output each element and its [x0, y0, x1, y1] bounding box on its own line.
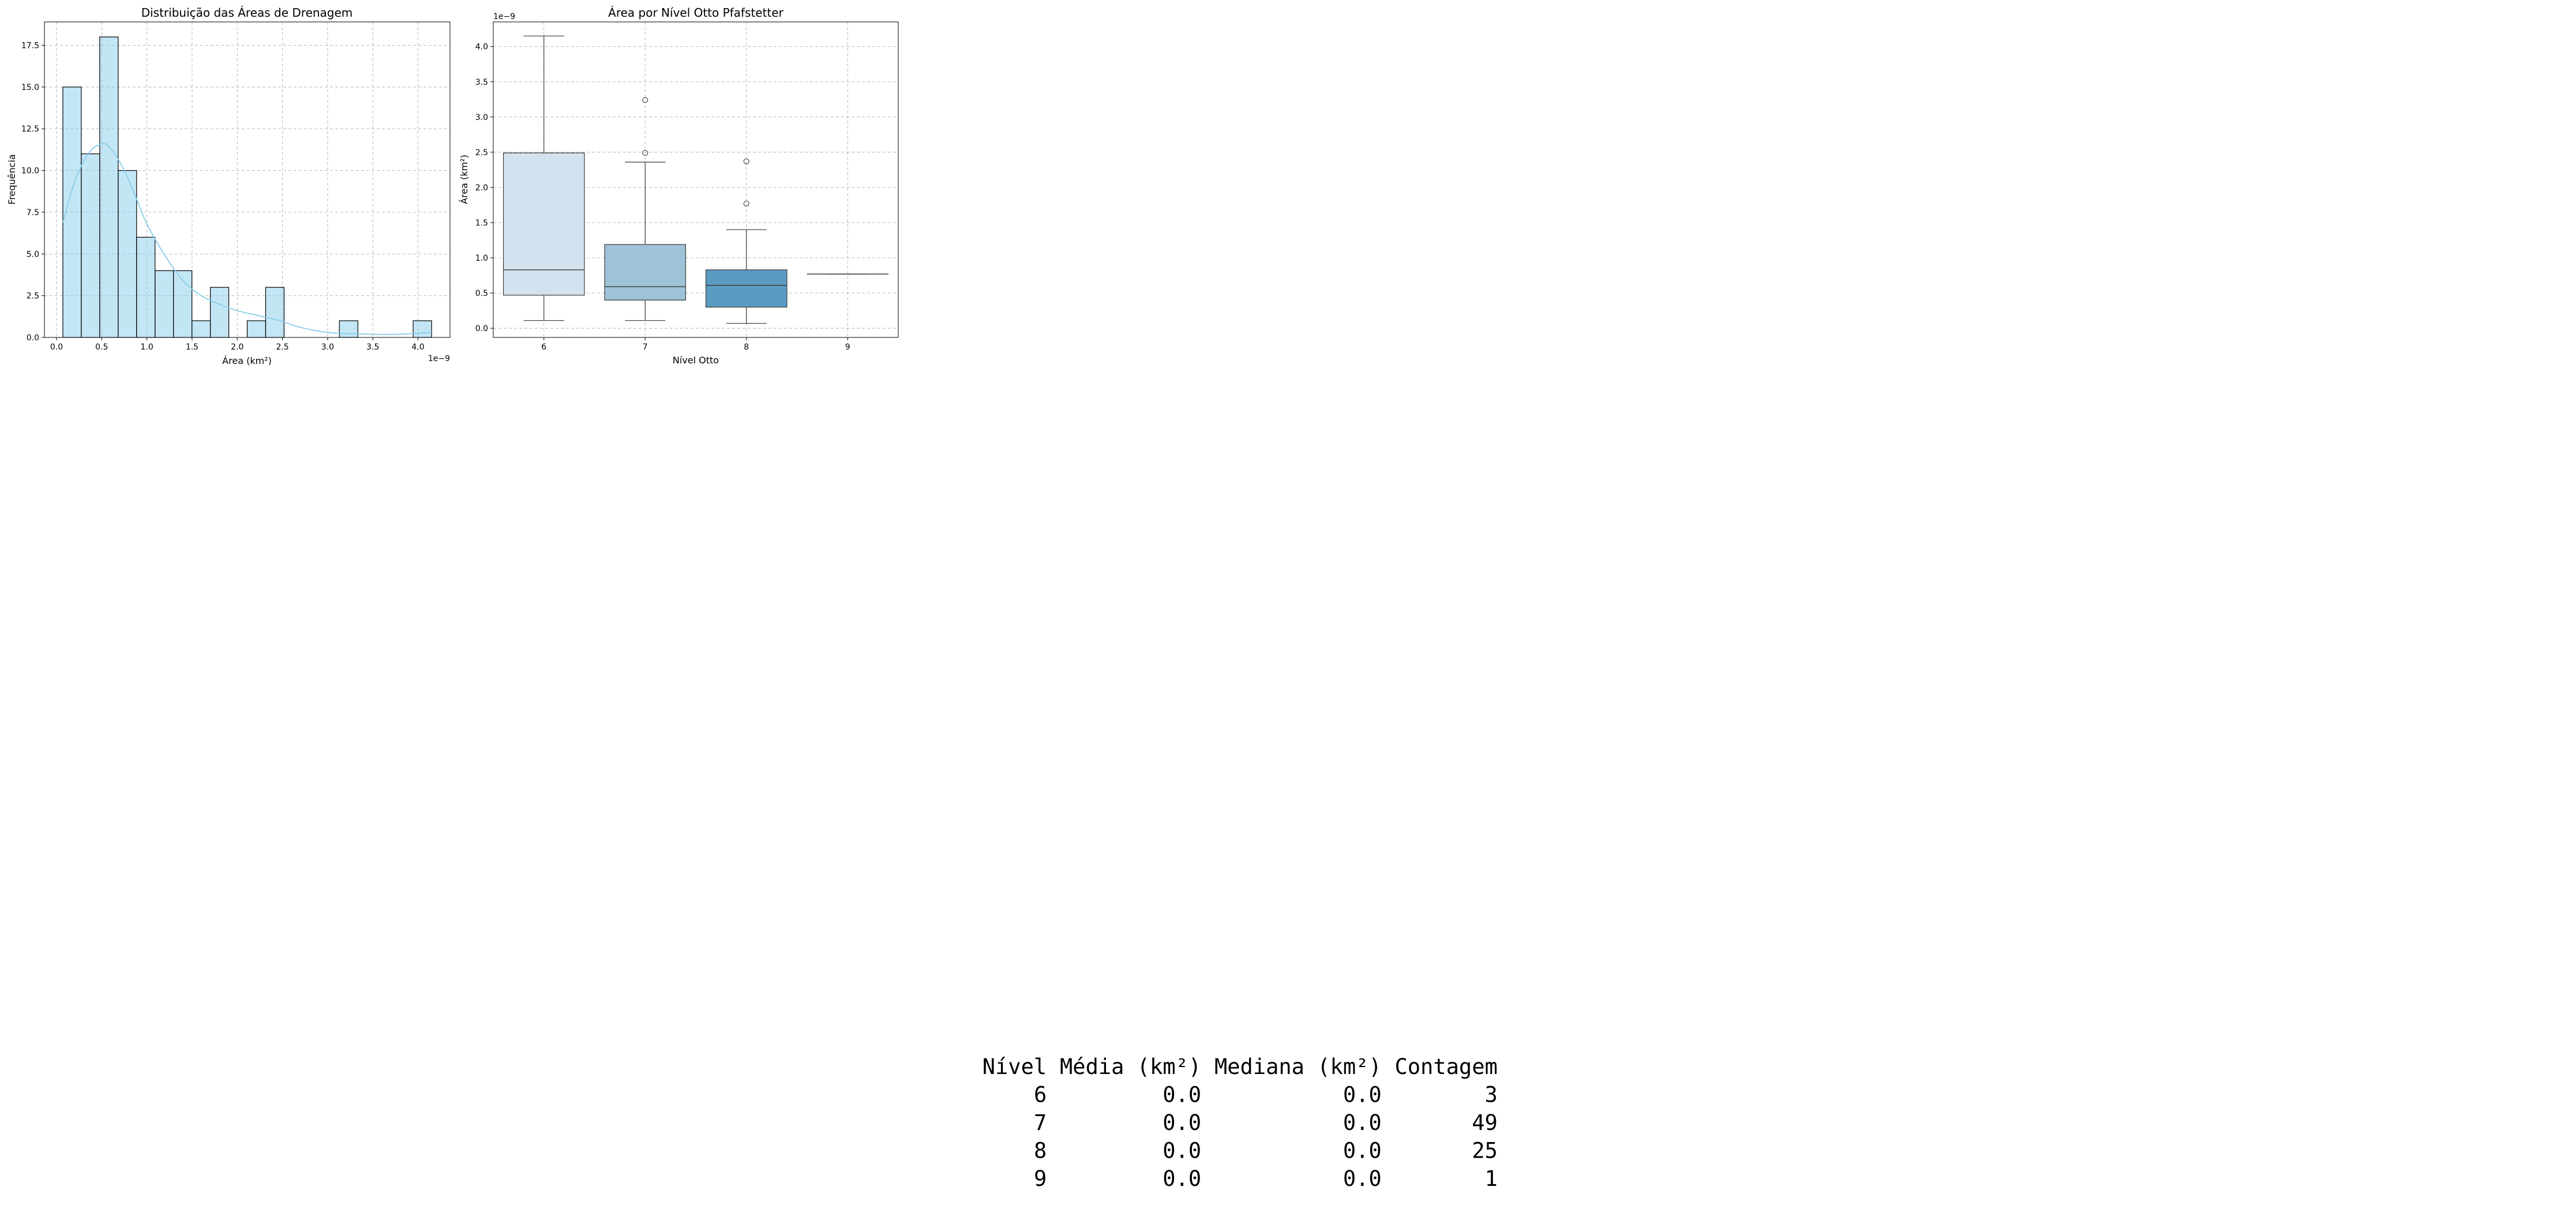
histogram-y-tick-label: 15.0 [21, 83, 39, 92]
boxplot-axes-frame [493, 21, 899, 338]
histogram-chart: Distribuição das Áreas de Drenagem 0.0 0.… [6, 6, 451, 366]
boxplot-y-tick-label: 2.0 [475, 183, 488, 193]
stats-table-cell: 0.0 [1343, 1084, 1382, 1109]
stats-table-cell: 3 [1484, 1084, 1498, 1109]
histogram-bar [413, 320, 432, 338]
histogram-bar [118, 170, 137, 338]
stats-table-cell: 0.0 [1343, 1167, 1382, 1193]
boxplot-x-tick-label: 9 [845, 343, 850, 352]
boxplot-outlier [642, 150, 648, 156]
stats-table-column-header: Média (km²) [1060, 1056, 1202, 1081]
histogram-y-tick-label: 2.5 [27, 292, 39, 301]
stats-table-cell: 0.0 [1163, 1167, 1202, 1193]
histogram-bar [246, 320, 267, 338]
boxplot-box [604, 244, 687, 301]
stats-table-cell: 1 [1484, 1167, 1498, 1193]
histogram-y-tick-label: 17.5 [21, 42, 39, 51]
histogram-x-tick-label: 3.5 [366, 343, 379, 352]
histogram-y-ticks: 0.0 2.5 5.0 7.5 10.0 12.5 15.0 17.5 [21, 42, 44, 343]
table-row: 7 0.0 0.0 49 [969, 1110, 1498, 1138]
histogram-title: Distribuição das Áreas de Drenagem [141, 6, 353, 20]
histogram-x-tick-label: 1.5 [186, 343, 198, 352]
histogram-bar [192, 320, 211, 338]
boxplot-x-ticks: 6 7 8 9 [541, 337, 850, 352]
boxplot-x-label: Nível Otto [673, 355, 719, 366]
histogram-axes-frame [44, 21, 451, 338]
histogram-bar [81, 153, 100, 338]
histogram-bar [155, 270, 174, 338]
table-row: 9 0.0 0.0 1 [969, 1166, 1498, 1194]
histogram-x-tick-label: 1.0 [140, 343, 153, 352]
stats-table-cell: 0.0 [1343, 1140, 1382, 1165]
boxplot-y-scale-label: 1e−9 [493, 12, 515, 21]
stats-table-cell: 49 [1472, 1111, 1498, 1137]
boxplot-y-ticks: 0.0 0.5 1.0 1.5 2.0 2.5 3.0 3.5 4.0 [475, 43, 493, 333]
figure: Distribuição das Áreas de Drenagem 0.0 0.… [6, 6, 899, 366]
table-row: 6 0.0 0.0 3 [969, 1083, 1498, 1110]
histogram-x-ticks: 0.0 0.5 1.0 1.5 2.0 2.5 3.0 3.5 4.0 [50, 337, 425, 352]
boxplot-box-group [604, 97, 687, 321]
stats-table-column-header: Contagem [1394, 1056, 1498, 1081]
boxplot-x-tick-label: 8 [744, 343, 749, 352]
histogram-x-tick-label: 0.5 [95, 343, 108, 352]
boxplot-y-tick-label: 4.0 [475, 43, 488, 52]
boxplot-box-group [705, 158, 788, 324]
stats-table-cell: 9 [1034, 1167, 1047, 1193]
boxplot-y-tick-label: 1.0 [475, 254, 488, 263]
histogram-x-scale-label: 1e−9 [428, 354, 450, 363]
histogram-x-tick-label: 0.0 [50, 343, 63, 352]
histogram-bar [265, 287, 285, 338]
histogram-y-tick-label: 10.0 [21, 167, 39, 176]
boxplot-title: Área por Nível Otto Pfafstetter [608, 6, 783, 20]
histogram-y-tick-label: 5.0 [27, 250, 39, 259]
boxplot-outlier [743, 200, 749, 207]
boxplot-y-tick-label: 2.5 [475, 148, 488, 157]
stats-table-header: Nível Média (km²) Mediana (km²) Contagem [969, 1054, 1498, 1082]
stats-table-cell: 7 [1034, 1111, 1047, 1137]
boxplot-box-group [503, 35, 585, 321]
boxplot-box [503, 152, 585, 296]
boxplot-box [705, 269, 788, 308]
boxplot-y-tick-label: 3.5 [475, 78, 488, 87]
boxplot-boxes [503, 35, 889, 324]
histogram-y-tick-label: 7.5 [27, 208, 39, 217]
histogram-y-tick-label: 0.0 [27, 333, 39, 343]
boxplot-chart: Área por Nível Otto Pfafstetter 6 7 8 9 0.0… [459, 6, 899, 366]
histogram-bar [209, 287, 230, 338]
histogram-bar [173, 270, 193, 338]
boxplot-outlier [743, 158, 749, 164]
boxplot-y-tick-label: 3.0 [475, 113, 488, 122]
stats-table-cell: 8 [1034, 1140, 1047, 1165]
boxplot-x-tick-label: 6 [541, 343, 546, 352]
boxplot-y-tick-label: 0.0 [475, 324, 488, 333]
histogram-x-tick-label: 2.5 [276, 343, 288, 352]
histogram-x-tick-label: 3.0 [321, 343, 334, 352]
histogram-bar [99, 36, 119, 338]
stats-table-cell: 0.0 [1163, 1140, 1202, 1165]
histogram-x-tick-label: 2.0 [231, 343, 243, 352]
histogram-kde-curve [62, 143, 432, 335]
histogram-y-tick-label: 12.5 [21, 125, 39, 134]
histogram-x-tick-label: 4.0 [411, 343, 424, 352]
histogram-y-label: Frequência [6, 154, 17, 204]
table-row: 8 0.0 0.0 25 [969, 1138, 1498, 1166]
stats-table-cell: 0.0 [1343, 1111, 1382, 1137]
boxplot-outlier [642, 97, 648, 103]
stats-table-cell: 6 [1034, 1084, 1047, 1109]
histogram-bar [136, 236, 156, 338]
boxplot-y-tick-label: 1.5 [475, 219, 488, 228]
histogram-bars [62, 36, 432, 338]
stats-table-cell: 25 [1472, 1140, 1498, 1165]
stats-table: Nível Média (km²) Mediana (km²) Contagem 6 0… [969, 1054, 1498, 1194]
boxplot-x-tick-label: 7 [643, 343, 648, 352]
boxplot-y-tick-label: 0.5 [475, 289, 488, 298]
stats-table-column-header: Mediana (km²) [1214, 1056, 1382, 1081]
stats-table-column-header: Nível [982, 1056, 1047, 1081]
boxplot-y-label: Área (km²) [459, 155, 470, 204]
stats-table-cell: 0.0 [1163, 1111, 1202, 1137]
histogram-x-label: Área (km²) [222, 355, 272, 366]
stats-table-cell: 0.0 [1163, 1084, 1202, 1109]
histogram-bar [339, 320, 358, 338]
